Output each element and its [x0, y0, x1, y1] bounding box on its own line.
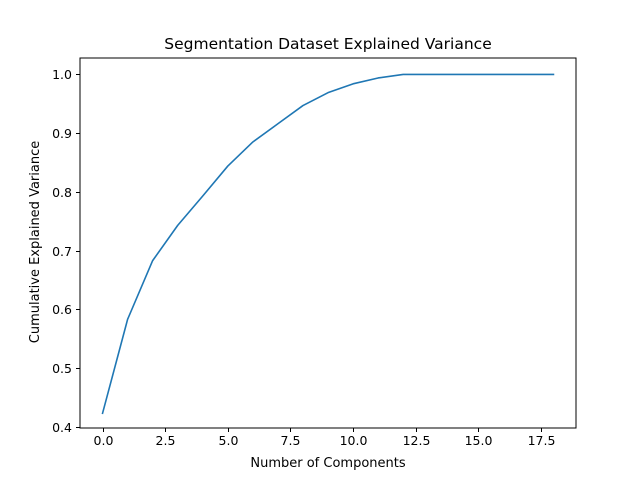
- y-tick-label: 0.7: [52, 244, 72, 259]
- series-line-0: [101, 73, 555, 415]
- x-tick-label: 10.0: [340, 433, 368, 448]
- x-axis-label: Number of Components: [250, 456, 405, 471]
- y-tick-label: 0.6: [52, 302, 72, 317]
- x-tick-label: 0.0: [94, 433, 114, 448]
- y-tick-label: 0.9: [52, 126, 72, 141]
- chart-title: Segmentation Dataset Explained Variance: [164, 35, 492, 53]
- x-tick-label: 5.0: [219, 433, 239, 448]
- plot-frame: [79, 57, 577, 429]
- y-tick-label: 0.4: [52, 420, 72, 435]
- x-tick-label: 12.5: [403, 433, 431, 448]
- y-tick-label: 1.0: [52, 67, 72, 82]
- x-tick-label: 7.5: [281, 433, 301, 448]
- plot-area: 0.0 2.5 5.0 7.5 10.0 12.5 15.0 17.5 0.4 0.5 0.6 0.7…: [52, 57, 577, 448]
- y-axis-label: Cumulative Explained Variance: [28, 141, 43, 343]
- y-tick-label: 0.5: [52, 361, 72, 376]
- x-tick-label: 2.5: [156, 433, 176, 448]
- y-tick-label: 0.8: [52, 185, 72, 200]
- x-tick-label: 15.0: [465, 433, 493, 448]
- x-tick-label: 17.5: [528, 433, 556, 448]
